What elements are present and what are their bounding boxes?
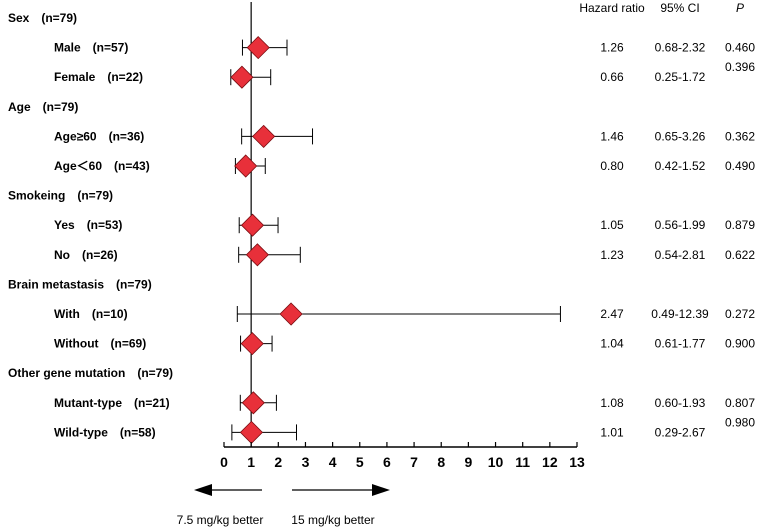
- hr-marker: [252, 124, 276, 148]
- subgroup-label: Age≥60 (n=36): [54, 129, 144, 143]
- hr-marker: [240, 213, 265, 237]
- hr-value: 2.47: [600, 307, 624, 321]
- subgroup-label: Yes (n=53): [54, 218, 122, 232]
- p-value: 0.396: [725, 60, 755, 74]
- p-value: 0.980: [725, 415, 755, 429]
- hr-marker: [239, 420, 263, 444]
- ci-value: 0.68-2.32: [655, 41, 706, 55]
- left-direction-label: 7.5 mg/kg better: [177, 513, 264, 527]
- group-label: Other gene mutation (n=79): [8, 366, 173, 380]
- hr-marker: [245, 243, 269, 267]
- p-value: 0.272: [725, 307, 755, 321]
- x-tick-label: 8: [437, 454, 445, 470]
- x-tick-label: 9: [464, 454, 472, 470]
- stats-table: Hazard ratio 95% CI P 1.26 0.68-2.32 0.460…: [579, 1, 755, 439]
- subgroup-label: Male (n=57): [54, 41, 128, 55]
- p-value: 0.460: [725, 41, 755, 55]
- right-arrow-head: [372, 484, 390, 496]
- row-labels: Sex (n=79) Male (n=57) Female (n=22) Age (n…: [8, 11, 173, 439]
- group-label: Sex (n=79): [8, 11, 77, 25]
- subgroup-label: Wild-type (n=58): [54, 425, 156, 439]
- x-tick-label: 2: [274, 454, 282, 470]
- direction-annotation: 7.5 mg/kg better 15 mg/kg better: [177, 484, 390, 527]
- p-value: 0.900: [725, 337, 755, 351]
- hr-value: 1.46: [600, 129, 624, 143]
- ci-value: 0.29-2.67: [655, 425, 706, 439]
- x-tick-label: 12: [542, 454, 558, 470]
- p-value: 0.362: [725, 129, 755, 143]
- ci-value: 0.54-2.81: [655, 248, 706, 262]
- hr-value: 1.08: [600, 396, 624, 410]
- hr-marker: [240, 332, 264, 356]
- hr-value: 1.04: [600, 337, 624, 351]
- x-tick-label: 10: [488, 454, 504, 470]
- x-tick-label: 4: [329, 454, 337, 470]
- group-label: Brain metastasis (n=79): [8, 277, 152, 291]
- hr-value: 1.23: [600, 248, 624, 262]
- x-tick-label: 3: [302, 454, 310, 470]
- left-arrow-head: [194, 484, 212, 496]
- subgroup-label: With (n=10): [54, 307, 128, 321]
- ci-value: 0.56-1.99: [655, 218, 706, 232]
- ci-value: 0.49-12.39: [651, 307, 709, 321]
- subgroup-label: Without (n=69): [54, 337, 146, 351]
- ci-value: 0.25-1.72: [655, 70, 706, 84]
- p-value: 0.490: [725, 159, 755, 173]
- x-tick-label: 7: [410, 454, 418, 470]
- ci-value: 0.42-1.52: [655, 159, 706, 173]
- hr-marker: [230, 65, 254, 89]
- x-tick-label: 0: [220, 454, 228, 470]
- x-tick-label: 6: [383, 454, 391, 470]
- x-axis: 0 1 2 3 4 5 6 7 8 9 10 11 12 13: [220, 442, 585, 470]
- hr-value: 1.01: [600, 425, 624, 439]
- subgroup-label: Mutant-type (n=21): [54, 396, 170, 410]
- hr-value: 0.80: [600, 159, 624, 173]
- hr-marker: [241, 391, 265, 415]
- hr-value: 0.66: [600, 70, 624, 84]
- x-tick-label: 5: [356, 454, 364, 470]
- p-value: 0.879: [725, 218, 755, 232]
- x-tick-label: 11: [515, 454, 530, 470]
- subgroup-label: Age＜60 (n=43): [54, 159, 150, 173]
- header-hazard-ratio: Hazard ratio: [579, 1, 645, 15]
- hr-marker: [279, 302, 303, 326]
- x-tick-label: 13: [569, 454, 585, 470]
- hr-marker: [246, 36, 270, 60]
- ci-value: 0.60-1.93: [655, 396, 706, 410]
- hr-value: 1.26: [600, 41, 624, 55]
- p-value: 0.622: [725, 248, 755, 262]
- group-label: Age (n=79): [8, 100, 78, 114]
- p-value: 0.807: [725, 396, 755, 410]
- subgroup-label: Female (n=22): [54, 70, 143, 84]
- ci-value: 0.65-3.26: [655, 129, 706, 143]
- hr-marker: [234, 154, 258, 178]
- header-95ci: 95% CI: [660, 1, 699, 15]
- group-label: Smokeing (n=79): [8, 189, 113, 203]
- right-direction-label: 15 mg/kg better: [291, 513, 374, 527]
- hr-value: 1.05: [600, 218, 624, 232]
- subgroup-label: No (n=26): [54, 248, 118, 262]
- header-p: P: [736, 1, 744, 15]
- plot-area: [230, 2, 561, 447]
- x-tick-label: 1: [247, 454, 255, 470]
- ci-value: 0.61-1.77: [655, 337, 706, 351]
